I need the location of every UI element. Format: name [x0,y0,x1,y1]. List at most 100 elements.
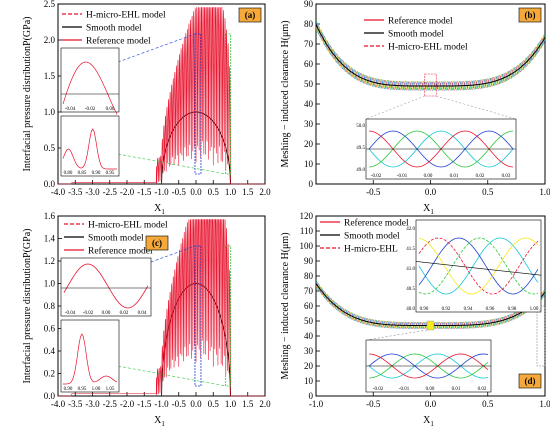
legend-entry: Smooth model [344,232,400,242]
inset-x-tick: 0.00 [106,107,115,112]
inset-x-tick: -0.02 [371,174,382,179]
inset-x-tick: 1.00 [530,307,539,312]
legend-entry: Reference model [344,218,409,229]
zoom-connector [365,95,425,120]
inset-y-tick: 49.5 [356,146,365,151]
inset-x-tick: 0.92 [442,307,451,312]
inset-x-tick: -0.04 [65,107,76,112]
y-tick-label: 2.0 [44,35,56,45]
y-tick-label: 30 [304,119,314,129]
zoom-region [225,245,232,387]
inset-x-tick: -0.02 [83,311,94,316]
x-tick-label: -1.5 [137,187,152,197]
y-tick-label: 1.2 [44,256,55,266]
legend-entry: Reference model [86,36,151,47]
inset-curve [368,130,514,168]
inset-curve [62,61,118,115]
x-tick-label: 1.0 [539,399,550,409]
inset-y-tick: 49.0 [356,168,365,173]
y-axis-label: Meshing − induced clearance H(μm) [280,20,291,167]
x-tick-label: -2.5 [103,399,118,409]
inset-x-tick: 0.85 [78,171,87,176]
y-tick-label: 1.0 [44,279,56,289]
zoom-connector [117,365,226,387]
legend-entry: Smooth model [388,30,444,40]
inset-x-tick: 0.90 [92,171,101,176]
x-tick-label: -0.5 [172,187,187,197]
inset-top [415,219,542,313]
y-tick-label: 40 [304,99,314,109]
x-tick-label: 1.5 [242,399,254,409]
inset-x-tick: -0.04 [65,311,76,316]
y-tick-label: 80 [304,19,314,29]
inset-x-tick: 0.01 [452,387,461,392]
inset-x-tick: 1.05 [106,387,115,392]
panel-label: (d) [525,376,536,386]
inset-x-tick: 0.98 [508,307,517,312]
inset-x-tick: 0.02 [120,311,129,316]
reference-model-line [58,7,265,185]
y-tick-label: 30 [304,346,314,356]
zoom-region [424,73,437,97]
legend-entry: Reference model [388,16,453,27]
inset-curve [418,237,539,295]
inset-x-tick: 0.03 [502,174,511,179]
x-tick-label: -3.5 [68,187,83,197]
y-axis-label: Interfacial pressure distributionP(GPa) [22,17,33,172]
x-tick-label: 2.0 [259,399,271,409]
inset-x-tick: 0.00 [424,174,433,179]
inset-curve [368,353,489,379]
legend-entry: H-micro-EHL model [86,11,166,21]
y-tick-label: 2.5 [44,0,56,9]
x-tick-label: -4.0 [51,399,66,409]
y-tick-label: 0.5 [44,143,56,153]
y-tick-label: 90 [304,256,314,266]
y-tick-label: 50 [304,316,314,326]
inset-x-tick: -0.02 [85,107,96,112]
panel-label: (c) [152,238,162,248]
inset-x-tick: 0.02 [478,387,487,392]
smooth-model-line [315,24,546,87]
inset-curve [368,130,514,168]
inset-x-tick: 0.00 [426,387,435,392]
inset-x-tick: 0.00 [102,311,111,316]
inset-x-tick: 0.02 [476,174,485,179]
x-tick-label: -1.0 [309,399,324,409]
legend-entry: H-micro-EHL model [88,221,168,231]
inset-x-tick: 0.94 [464,307,473,312]
inset-x-tick: 0.90 [420,307,429,312]
x-axis-label-sub: 1 [430,208,434,216]
y-tick-label: 0.0 [44,179,56,189]
x-axis-label-sub: 1 [430,420,434,428]
mesh-series-line [315,26,546,91]
inset-top [60,47,120,113]
x-tick-label: 0.0 [190,399,202,409]
x-tick-label: -3.0 [85,399,100,409]
x-tick-label: 0.0 [190,187,202,197]
x-tick-label: -0.5 [366,187,381,197]
zoom-connector [436,95,517,120]
inset-x-tick: 0.01 [450,174,459,179]
panel-c: -4.0 -3.5 -3.0 -2.5 -2.0 -1.5 -1.0 -0.5 0.0 0.5 1.… [22,211,271,428]
x-tick-label: -2.0 [120,399,135,409]
y-tick-label: 70 [304,286,314,296]
x-tick-label: 0.0 [425,399,437,409]
panel-label-box [518,7,542,23]
x-axis-label: X1 [154,203,165,216]
inset-curve [368,353,489,379]
x-tick-label: -1.5 [137,399,152,409]
x-tick-label: 0.5 [482,187,494,197]
inset-x-tick: 0.90 [64,387,73,392]
panel-label-box [518,373,542,389]
x-tick-label: -3.5 [68,399,83,409]
zoom-region [194,245,202,387]
inset-curve [62,128,117,170]
mesh-series-line [315,20,546,91]
inset-curve [368,353,489,379]
inset-bottom [60,319,120,393]
inset-curve [418,237,539,295]
inset-top [60,257,152,317]
zoom-region [194,33,202,175]
y-tick-label: 120 [300,211,314,221]
y-tick-label: 10 [304,376,314,386]
